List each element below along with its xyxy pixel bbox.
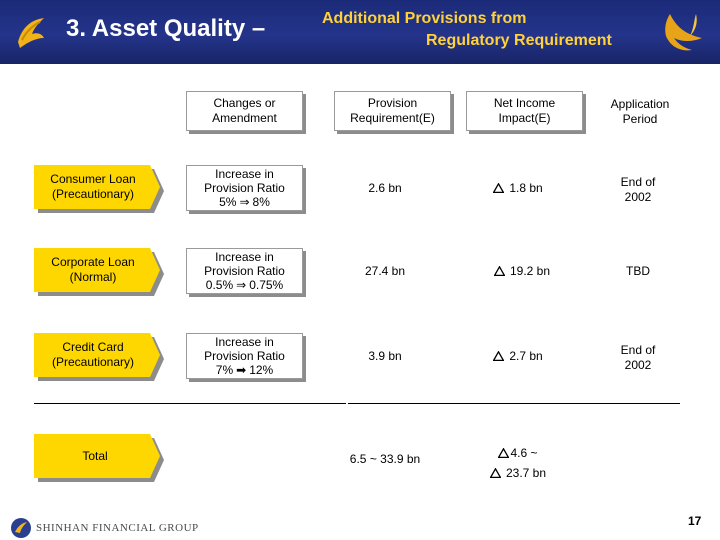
net-income-value: 2.7 bn [509, 349, 543, 363]
footer-logo: SHINHAN FINANCIAL GROUP [10, 517, 199, 539]
delta-triangle-icon [493, 266, 505, 276]
footer-company-name: SHINHAN FINANCIAL GROUP [36, 522, 199, 534]
separator-line-left [34, 403, 346, 404]
right-arrow-icon: ➡ [236, 363, 247, 377]
change-from: 0.5% [205, 278, 234, 292]
row-label-total: Total [34, 434, 164, 482]
period-value: TBD [626, 264, 650, 278]
change-box-consumer-loan: Increase in Provision Ratio 5% ⇒ 8% [186, 165, 303, 211]
net-income-value: 1.8 bn [509, 181, 543, 195]
row-label-credit-card: Credit Card (Precautionary) [34, 333, 164, 381]
change-line2: Provision Ratio [204, 349, 285, 363]
net-income-cell: 2.7 bn [466, 349, 570, 363]
total-net-income-line1-wrap: 4.6 ~ [466, 443, 570, 463]
right-arrow-icon: ⇒ [239, 195, 250, 209]
provision-value: 27.4 bn [364, 264, 406, 278]
change-to: 12% [249, 363, 274, 377]
row-label-text: Credit Card (Precautionary) [51, 340, 135, 369]
row-label-corporate-loan: Corporate Loan (Normal) [34, 248, 164, 296]
total-net-income-cell: 4.6 ~ 23.7 bn [466, 443, 570, 483]
change-ratio: 5% ⇒ 8% [219, 195, 270, 209]
change-box-corporate-loan: Increase in Provision Ratio 0.5% ⇒ 0.75% [186, 248, 303, 294]
delta-triangle-icon [498, 448, 510, 458]
period-value: End of 2002 [620, 343, 656, 372]
total-net-income-line2-wrap: 23.7 bn [466, 463, 570, 483]
row-label-text: Consumer Loan (Precautionary) [50, 172, 136, 201]
row-label-text: Total [82, 448, 108, 463]
change-to: 0.75% [249, 278, 284, 292]
column-header-period: Application Period [610, 97, 670, 126]
change-line1: Increase in [215, 167, 274, 181]
row-label-text: Corporate Loan (Normal) [51, 255, 135, 284]
column-header-changes: Changes or Amendment [186, 91, 303, 131]
total-net-income-line2: 23.7 bn [505, 466, 547, 480]
provision-value: 3.9 bn [368, 349, 402, 363]
change-ratio: 0.5% ⇒ 0.75% [206, 278, 283, 292]
change-ratio: 7% ➡ 12% [216, 363, 273, 377]
separator-line-right [348, 403, 680, 404]
period-value: End of 2002 [620, 175, 656, 204]
page-title: 3. Asset Quality – [66, 15, 266, 42]
total-provision-value: 6.5 ~ 33.9 bn [349, 452, 421, 466]
delta-triangle-icon [489, 468, 501, 478]
page-number: 17 [688, 514, 702, 528]
row-label-consumer-loan: Consumer Loan (Precautionary) [34, 165, 164, 213]
net-income-cell: 19.2 bn [466, 264, 578, 278]
change-line2: Provision Ratio [204, 264, 285, 278]
column-header-provision: Provision Requirement(E) [334, 91, 451, 131]
change-to: 8% [252, 195, 270, 209]
shinhan-emblem-icon [11, 518, 31, 538]
delta-triangle-icon [493, 183, 505, 193]
page-subtitle-line1: Additional Provisions from [322, 10, 527, 27]
net-income-value: 19.2 bn [509, 264, 551, 278]
change-line1: Increase in [215, 335, 274, 349]
change-line1: Increase in [215, 250, 274, 264]
change-from: 7% [215, 363, 234, 377]
delta-triangle-icon [493, 351, 505, 361]
change-line2: Provision Ratio [204, 181, 285, 195]
provision-value: 2.6 bn [368, 181, 402, 195]
header-banner: 3. Asset Quality – Additional Provisions… [0, 0, 720, 64]
column-header-net-income: Net Income Impact(E) [466, 91, 583, 131]
shinhan-bird-logo-icon [14, 14, 50, 55]
net-income-cell: 1.8 bn [466, 181, 570, 195]
change-from: 5% [219, 195, 237, 209]
total-net-income-line1: 4.6 ~ [510, 446, 538, 460]
change-box-credit-card: Increase in Provision Ratio 7% ➡ 12% [186, 333, 303, 379]
bird-emblem-icon [662, 8, 710, 59]
right-arrow-icon: ⇒ [236, 278, 247, 292]
page-subtitle-line2: Regulatory Requirement [426, 32, 612, 49]
